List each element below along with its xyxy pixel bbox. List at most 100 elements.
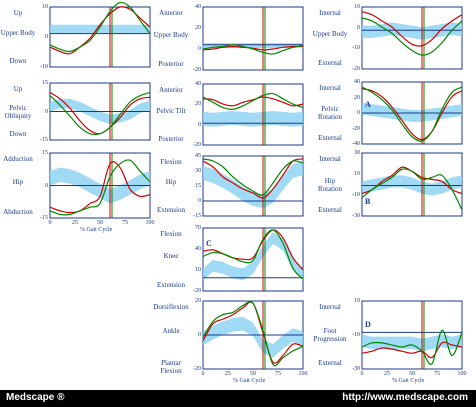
footer-brand: Medscape ® — [6, 392, 65, 403]
series-line-0 — [361, 88, 463, 141]
y-tick-label: 0 — [357, 110, 360, 116]
series-line-1 — [202, 158, 304, 196]
series-line-1 — [361, 168, 463, 211]
y-tick-label: 40 — [354, 79, 360, 85]
axis-label-bottom: Down — [9, 57, 27, 65]
panel-letter: B — [365, 197, 371, 206]
normal-band — [203, 316, 303, 358]
series-line-0 — [361, 11, 463, 47]
series-line-0 — [361, 341, 463, 359]
axis-label-bottom: Posterior — [158, 60, 184, 68]
x-axis-label: % Gait Cycle — [233, 378, 266, 384]
y-tick-label: -20 — [193, 288, 201, 294]
y-tick-label: -10 — [352, 192, 360, 198]
axis-label-bottom: External — [318, 134, 342, 142]
axis-label-bottom: Posterior — [158, 135, 184, 143]
axis-label-bottom: External — [318, 359, 342, 367]
axis-label-bottom: External — [318, 206, 342, 214]
footer-url: http://www.medscape.com — [342, 392, 468, 403]
axis-label-top: Internal — [319, 303, 341, 311]
x-tick-label: 50 — [250, 371, 256, 377]
axis-label-top: Anterior — [159, 86, 183, 94]
axis-label-top: Internal — [319, 9, 341, 17]
axis-label-bottom: External — [318, 59, 342, 67]
x-tick-label: 0 — [201, 371, 205, 377]
y-tick-label: -10 — [352, 45, 360, 52]
y-tick-label: -15 — [193, 213, 201, 219]
y-tick-label: -20 — [193, 142, 201, 148]
series-line-0 — [202, 96, 304, 107]
y-tick-label: 40 — [195, 246, 201, 252]
x-tick-label: 100 — [145, 220, 155, 226]
series-line-1 — [49, 1, 151, 53]
y-tick-label: -40 — [352, 141, 360, 147]
series-line-0 — [49, 6, 151, 55]
axis-label-top: Adduction — [3, 155, 33, 163]
axis-label-mid: Pelvic Tilt — [156, 106, 186, 115]
axis-label-mid: Hip Rotation — [317, 176, 343, 193]
axis-label-bottom: Down — [9, 130, 27, 138]
x-tick-label: 25 — [72, 220, 78, 226]
y-tick-label: 20 — [195, 101, 201, 108]
normal-band — [203, 231, 303, 281]
y-tick-label: 10 — [354, 298, 360, 304]
y-tick-label: 10 — [354, 171, 360, 177]
y-tick-label: -10 — [352, 332, 360, 338]
x-tick-label: 75 — [122, 220, 128, 226]
axis-label-top: Up — [13, 9, 23, 17]
axis-label-top: Flexion — [160, 158, 182, 166]
series-line-1 — [49, 159, 151, 216]
normal-band — [362, 102, 462, 122]
axis-label-mid: Foot Progression — [313, 327, 347, 343]
x-tick-label: 25 — [384, 371, 390, 377]
x-tick-label: 25 — [225, 371, 231, 377]
x-axis-label: % Gait Cycle — [80, 227, 113, 233]
x-tick-label: 75 — [275, 371, 281, 377]
y-tick-label: -15 — [40, 215, 48, 221]
x-tick-label: 0 — [48, 220, 52, 226]
y-tick-label: 40 — [195, 4, 201, 10]
normal-band — [362, 22, 462, 40]
y-tick-label: 0 — [45, 182, 48, 189]
y-tick-label: 40 — [195, 81, 201, 87]
panel-frame — [49, 6, 151, 68]
x-tick-label: 100 — [298, 371, 308, 377]
axis-label-top: Internal — [319, 84, 341, 92]
y-tick-label: 15 — [195, 183, 201, 189]
axis-label-mid: Upper Body — [153, 30, 189, 39]
series-line-0 — [49, 161, 151, 214]
panel-letter: D — [365, 320, 371, 330]
x-axis-label: % Gait Cycle — [392, 378, 425, 384]
y-tick-label: 0 — [45, 108, 48, 115]
y-tick-label: 10 — [195, 267, 201, 273]
axis-label-top: Flexion — [160, 230, 182, 238]
series-line-1 — [361, 329, 463, 365]
series-line-1 — [202, 44, 304, 55]
y-tick-label: 70 — [195, 225, 201, 231]
y-tick-label: -15 — [40, 137, 48, 143]
y-tick-label: -10 — [40, 64, 48, 70]
axis-label-bottom: Abduction — [3, 208, 33, 216]
axis-label-mid: Upper Body — [0, 29, 36, 37]
y-tick-label: -20 — [352, 66, 360, 72]
axis-label-top: Anterior — [159, 9, 183, 17]
y-tick-label: 30 — [354, 150, 360, 156]
series-line-1 — [49, 91, 151, 136]
series-line-1 — [202, 92, 304, 110]
panel-frame — [361, 300, 463, 370]
y-tick-label: 0 — [45, 34, 48, 40]
y-tick-label: -20 — [352, 125, 360, 132]
y-tick-label: 15 — [42, 150, 48, 156]
normal-band — [50, 24, 150, 34]
axis-label-mid: Hip — [12, 177, 24, 186]
axis-label-mid: Pelvic Obliquity — [4, 103, 32, 120]
axis-label-bottom: Plantar Flexion — [160, 359, 182, 375]
series-line-1 — [361, 86, 463, 142]
axis-label-mid: Ankle — [162, 327, 180, 335]
axis-label-mid: Pelvic Rotation — [317, 105, 343, 121]
